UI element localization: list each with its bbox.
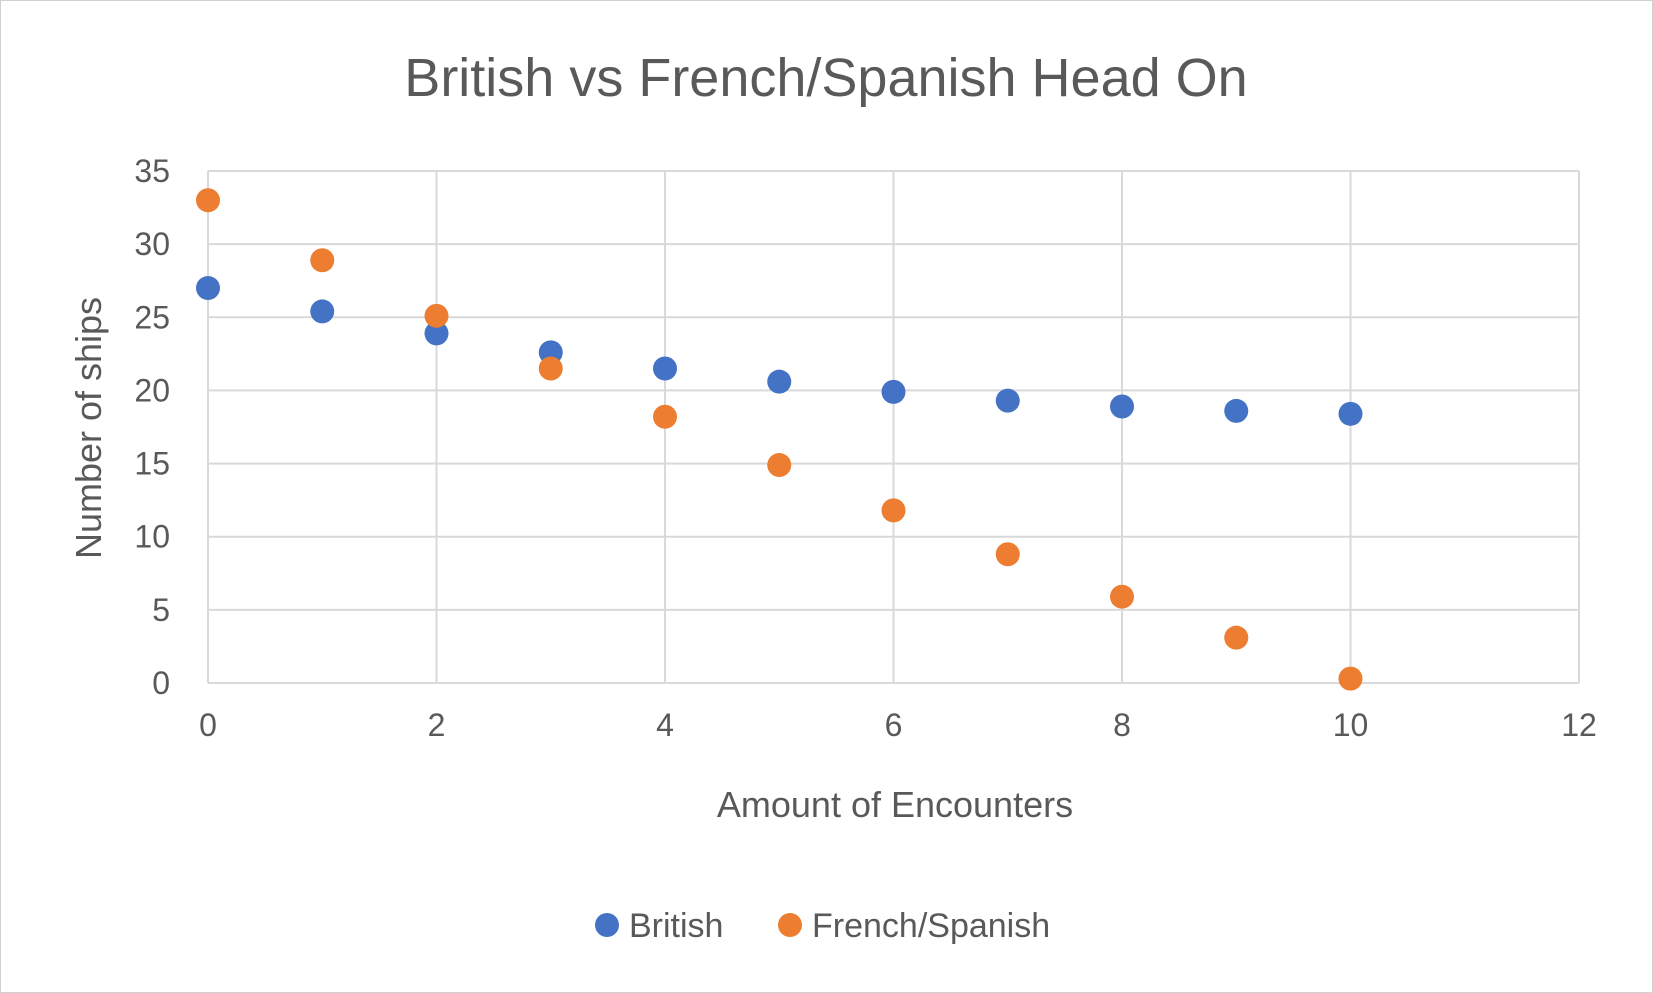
point-french-spanish xyxy=(653,404,677,429)
x-tick-label: 10 xyxy=(1333,707,1369,743)
point-british xyxy=(767,369,792,394)
tick-labels: 0 5 10 15 20 25 30 35 0 2 4 6 8 10 12 xyxy=(134,153,1596,743)
point-french-spanish xyxy=(1110,584,1134,609)
point-french-spanish xyxy=(310,248,335,273)
y-tick-label: 15 xyxy=(134,446,170,482)
legend-marker-french-spanish xyxy=(778,913,802,937)
point-french-spanish xyxy=(1224,625,1249,650)
x-axis-title: Amount of Encounters xyxy=(717,784,1073,825)
point-british xyxy=(310,299,335,324)
point-french-spanish xyxy=(995,542,1020,567)
y-tick-label: 30 xyxy=(134,226,170,262)
point-british xyxy=(1224,398,1249,423)
y-tick-label: 0 xyxy=(152,665,170,701)
point-french-spanish xyxy=(424,303,449,328)
point-british xyxy=(653,356,677,381)
y-axis-title: Number of ships xyxy=(68,297,109,559)
legend-label-british: British xyxy=(629,907,723,945)
point-british xyxy=(1110,394,1134,419)
y-tick-label: 10 xyxy=(134,519,170,555)
point-british xyxy=(424,321,449,346)
x-tick-label: 8 xyxy=(1113,707,1131,743)
point-french-spanish xyxy=(1338,666,1363,691)
point-british xyxy=(995,388,1020,413)
point-french-spanish xyxy=(196,188,220,213)
legend: British French/Spanish xyxy=(595,907,1050,945)
legend-label-french-spanish: French/Spanish xyxy=(812,907,1050,945)
legend-marker-british xyxy=(595,913,619,937)
gridlines xyxy=(207,170,1580,684)
data-points xyxy=(196,188,1363,691)
point-british xyxy=(1338,401,1363,426)
x-tick-label: 2 xyxy=(428,707,446,743)
y-tick-label: 35 xyxy=(134,153,170,189)
x-tick-label: 0 xyxy=(199,707,217,743)
x-tick-label: 4 xyxy=(656,707,674,743)
point-french-spanish xyxy=(767,453,792,478)
y-tick-label: 25 xyxy=(134,299,170,335)
point-british xyxy=(196,276,220,301)
y-tick-label: 20 xyxy=(134,372,170,408)
x-tick-label: 12 xyxy=(1561,707,1597,743)
point-french-spanish xyxy=(538,356,563,381)
point-french-spanish xyxy=(881,498,906,523)
x-tick-label: 6 xyxy=(885,707,903,743)
chart-title: British vs French/Spanish Head On xyxy=(404,48,1247,108)
point-british xyxy=(881,379,906,404)
y-tick-label: 5 xyxy=(152,592,170,628)
